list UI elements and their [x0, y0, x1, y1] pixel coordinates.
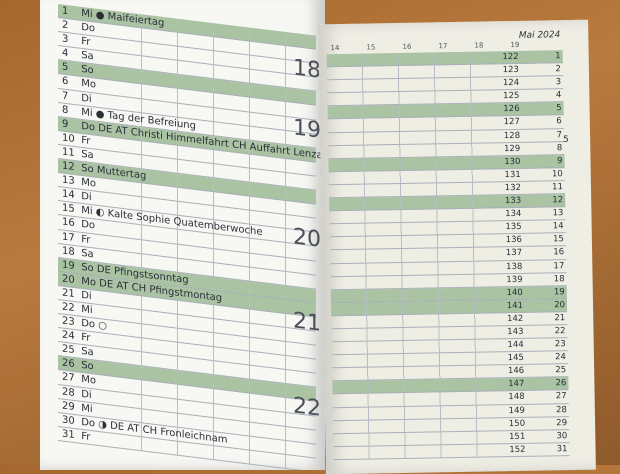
day-number: 4 — [555, 90, 562, 101]
day-number: 2 — [555, 64, 562, 75]
day-of-year: 134 — [505, 208, 522, 220]
hour-label: 16 — [402, 42, 412, 51]
day-of-year: 136 — [505, 235, 522, 246]
day-of-year: 145 — [507, 353, 525, 364]
day-of-year: 122 — [502, 51, 519, 63]
day-note: ○ — [98, 319, 107, 333]
day-of-year: 139 — [506, 274, 523, 285]
month-title: Mai 2024 — [518, 30, 561, 41]
day-of-year: 135 — [505, 222, 522, 233]
day-of-year: 138 — [506, 261, 523, 272]
day-of-year: 152 — [509, 444, 526, 455]
left-day-grid: 1 Mi ● Maifeiertag 2 Do 3 Fr 4 Sa 5 So 6 … — [58, 4, 325, 470]
day-of-year: 147 — [508, 379, 525, 390]
day-of-year: 142 — [506, 313, 524, 325]
day-of-year: 123 — [502, 64, 520, 76]
week-number: 18 — [293, 54, 321, 84]
day-number: 18 — [553, 273, 565, 284]
hour-label: 19 — [510, 40, 520, 50]
day-of-year: 146 — [507, 366, 525, 377]
day-number: 15 — [552, 234, 564, 245]
day-of-year: 148 — [508, 392, 525, 403]
day-number: 13 — [552, 208, 564, 219]
day-number: 1 — [555, 51, 561, 62]
right-day-grid: 122 1 123 2 124 3 125 4 126 5 127 6 128 7 129 8 130 9 131 1… — [326, 50, 570, 461]
day-of-year: 126 — [503, 104, 520, 115]
day-of-year: 150 — [508, 418, 526, 429]
day-of-year: 133 — [504, 195, 522, 207]
day-number: 21 — [554, 312, 566, 324]
day-of-year: 137 — [505, 248, 523, 259]
week-number: 21 — [293, 308, 321, 338]
day-of-year: 124 — [502, 78, 520, 89]
day-number: 12 — [552, 195, 564, 206]
day-of-year: 151 — [508, 431, 526, 442]
day-number: 16 — [553, 247, 565, 258]
day-number: 3 — [555, 77, 562, 88]
day-of-year: 140 — [506, 287, 523, 298]
week-number: 22 — [293, 393, 321, 422]
day-number: 22 — [554, 326, 566, 337]
day-of-year: 128 — [503, 130, 521, 141]
day-number: 25 — [555, 365, 567, 376]
day-of-year: 149 — [508, 405, 525, 416]
day-of-year: 141 — [506, 300, 524, 311]
hour-label: 17 — [438, 42, 448, 51]
day-number: 23 — [554, 339, 566, 350]
day-number: 11 — [552, 182, 564, 193]
day-of-year: 132 — [504, 182, 522, 194]
day-number: 26 — [555, 378, 567, 389]
day-of-year: 125 — [503, 91, 520, 102]
day-of-year: 144 — [507, 339, 524, 351]
day-number: 28 — [555, 404, 567, 415]
day-number: 10 — [551, 168, 563, 180]
day-number: 5 — [556, 103, 562, 114]
day-number: 27 — [555, 391, 567, 402]
day-of-year: 127 — [503, 117, 520, 128]
day-of-year: 130 — [504, 156, 521, 167]
day-number: 19 — [553, 286, 565, 298]
day-number: 31 — [556, 443, 568, 455]
day-number: 9 — [557, 155, 563, 166]
right-page: Mai 2024 14 15 16 17 18 19 122 1 123 2 124 3 125 4 12… — [318, 19, 596, 474]
week-number: 19 — [293, 115, 321, 144]
day-of-year: 143 — [507, 326, 524, 338]
hour-label: 14 — [330, 44, 340, 53]
day-number: 14 — [552, 221, 564, 232]
day-number: 17 — [553, 260, 565, 271]
day-number: 8 — [556, 142, 563, 153]
day-number: 6 — [556, 116, 562, 127]
day-row[interactable]: 152 31 — [333, 442, 570, 461]
left-page: 1 Mi ● Maifeiertag 2 Do 3 Fr 4 Sa 5 So 6 … — [40, 0, 325, 470]
week-number: 20 — [293, 223, 321, 253]
day-of-year: 129 — [503, 143, 521, 154]
day-of-year: 131 — [504, 169, 521, 181]
day-number: 24 — [555, 352, 567, 363]
day-number: 20 — [554, 299, 566, 311]
day-number: 30 — [556, 430, 568, 442]
page-number: 5 — [563, 135, 569, 145]
day-number: 29 — [556, 417, 568, 428]
day-number: 7 — [556, 129, 563, 140]
hour-header: 14 15 16 17 18 19 — [318, 20, 588, 52]
day-label: 31 Fr — [62, 428, 91, 443]
hour-label: 15 — [366, 43, 376, 52]
hour-label: 18 — [474, 41, 484, 50]
